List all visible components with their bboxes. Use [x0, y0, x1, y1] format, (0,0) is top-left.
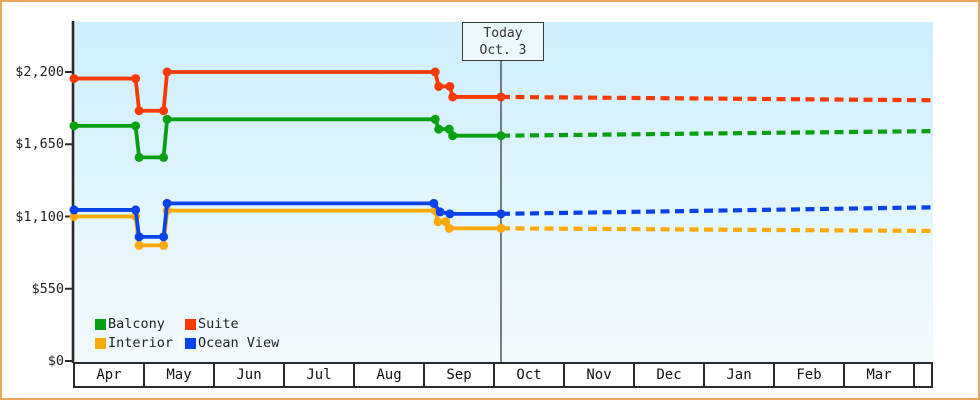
legend-swatch-icon [95, 337, 106, 349]
chart-plot-area [74, 22, 933, 362]
series-line-suite-solid [74, 70, 501, 113]
data-point-marker-ocean-view [131, 205, 141, 215]
month-cell: Sep [425, 364, 495, 386]
month-cell: Jan [705, 364, 775, 386]
series-line-interior-dashed [500, 226, 933, 234]
data-point-marker-interior [444, 223, 454, 233]
series-line-suite-dashed [500, 94, 933, 103]
data-point-marker-balcony [134, 152, 144, 162]
month-cell: Mar [845, 364, 915, 386]
legend-label: Ocean View [198, 335, 280, 351]
data-point-marker-interior [159, 240, 169, 250]
legend-label: Balcony [108, 316, 165, 332]
data-point-marker-balcony [69, 121, 79, 131]
month-label: Sep [446, 367, 472, 383]
month-cell: Feb [775, 364, 845, 386]
y-axis-label: $2,200 [15, 64, 64, 80]
data-point-marker-interior [134, 240, 144, 250]
data-point-marker-ocean-view [134, 232, 144, 242]
legend-item-suite: Suite [185, 315, 279, 333]
data-point-marker-balcony [162, 114, 172, 124]
data-point-marker-interior [433, 217, 443, 227]
data-point-marker-balcony [434, 124, 444, 134]
month-cell: Aug [355, 364, 425, 386]
month-label: Jun [236, 367, 262, 383]
month-label: May [166, 367, 192, 383]
month-label: Dec [656, 367, 682, 383]
data-point-marker-suite [496, 92, 506, 102]
month-cell: May [145, 364, 215, 386]
today-label-line1: Today [483, 26, 523, 41]
data-point-marker-ocean-view [159, 232, 169, 242]
month-label: Apr [96, 367, 122, 383]
data-point-marker-interior [69, 212, 79, 221]
month-cell: Jun [215, 364, 285, 386]
data-point-marker-balcony [448, 131, 458, 141]
data-point-marker-suite [134, 106, 144, 116]
legend-item-balcony: Balcony [95, 315, 185, 333]
month-label: Nov [586, 367, 612, 383]
legend-swatch-icon [185, 337, 196, 349]
y-axis-label: $1,100 [15, 208, 64, 225]
today-label-line2: Oct. 3 [479, 43, 527, 58]
data-point-marker-suite [131, 74, 141, 84]
legend-swatch-icon [95, 318, 106, 330]
month-label: Mar [866, 367, 892, 383]
month-label: Feb [796, 367, 822, 383]
data-point-marker-interior [496, 223, 506, 233]
legend: Balcony Suite Interior Ocean View [95, 315, 279, 352]
data-point-marker-ocean-view [162, 198, 172, 208]
data-point-marker-balcony [430, 114, 440, 124]
data-point-marker-suite [434, 81, 444, 91]
data-point-marker-balcony [159, 152, 169, 162]
data-point-marker-ocean-view [445, 209, 455, 219]
month-cell: Dec [635, 364, 705, 386]
series-line-balcony-dashed [500, 129, 933, 138]
series-line-ocean-view-dashed [500, 205, 933, 216]
month-cell: Apr [75, 364, 145, 386]
data-point-marker-suite [162, 67, 172, 77]
legend-label: Suite [198, 316, 239, 332]
month-cell: Jul [285, 364, 355, 386]
month-label: Aug [376, 367, 402, 383]
y-axis-label: $1,650 [15, 136, 64, 153]
data-point-marker-suite [430, 67, 440, 77]
today-annotation-box: Today Oct. 3 [462, 22, 544, 61]
y-axis-label: $550 [31, 280, 64, 297]
x-axis-month-row: Apr May Jun Jul Aug Sep Oct Nov Dec Jan Feb Mar [73, 362, 933, 388]
y-axis-label: $0 [47, 353, 64, 369]
legend-item-interior: Interior [95, 334, 185, 352]
data-point-marker-ocean-view [429, 198, 439, 208]
data-point-marker-suite [448, 92, 458, 102]
month-label: Oct [516, 367, 542, 383]
data-point-marker-balcony [496, 131, 506, 141]
month-cell: Oct [495, 364, 565, 386]
data-point-marker-ocean-view [69, 205, 79, 215]
legend-label: Interior [108, 335, 174, 351]
data-point-marker-balcony [131, 121, 141, 131]
data-point-marker-suite [445, 81, 455, 91]
month-label: Jan [726, 367, 752, 383]
legend-swatch-icon [185, 318, 196, 330]
month-cell-empty [915, 364, 931, 386]
data-point-marker-suite [69, 74, 79, 84]
data-point-marker-ocean-view [496, 209, 506, 219]
legend-item-ocean-view: Ocean View [185, 334, 279, 352]
data-point-marker-ocean-view [435, 207, 445, 217]
month-label: Jul [306, 367, 332, 383]
month-cell: Nov [565, 364, 635, 386]
data-point-marker-suite [159, 106, 169, 116]
